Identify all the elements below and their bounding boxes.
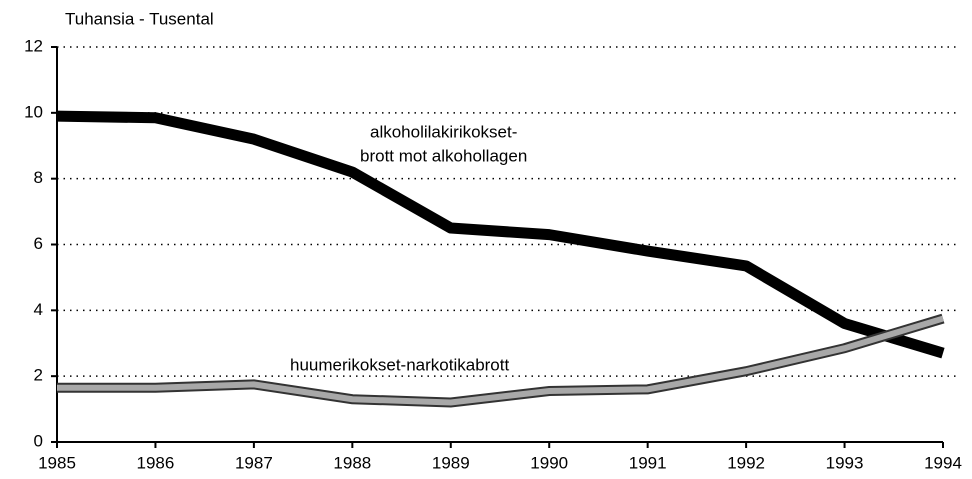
x-tick-label: 1990	[530, 453, 568, 472]
y-tick-label: 10	[24, 102, 43, 121]
annotation: alkoholilakirikokset-	[370, 122, 517, 141]
axis-title: Tuhansia - Tusental	[65, 9, 214, 28]
y-tick-label: 6	[34, 234, 43, 253]
y-tick-label: 2	[34, 366, 43, 385]
x-tick-label: 1993	[826, 453, 864, 472]
y-tick-label: 0	[34, 431, 43, 450]
y-tick-label: 8	[34, 168, 43, 187]
x-tick-label: 1992	[727, 453, 765, 472]
x-tick-label: 1987	[235, 453, 273, 472]
y-tick-label: 12	[24, 36, 43, 55]
x-tick-label: 1994	[924, 453, 962, 472]
series-line	[57, 315, 944, 406]
series-line	[56, 110, 945, 359]
x-tick-label: 1989	[432, 453, 470, 472]
x-tick-label: 1988	[333, 453, 371, 472]
x-tick-label: 1985	[38, 453, 76, 472]
y-tick-label: 4	[34, 300, 43, 319]
annotation: huumerikokset-narkotikabrott	[290, 355, 509, 374]
x-tick-label: 1986	[137, 453, 175, 472]
x-tick-label: 1991	[629, 453, 667, 472]
annotation: brott mot alkohollagen	[360, 146, 527, 165]
